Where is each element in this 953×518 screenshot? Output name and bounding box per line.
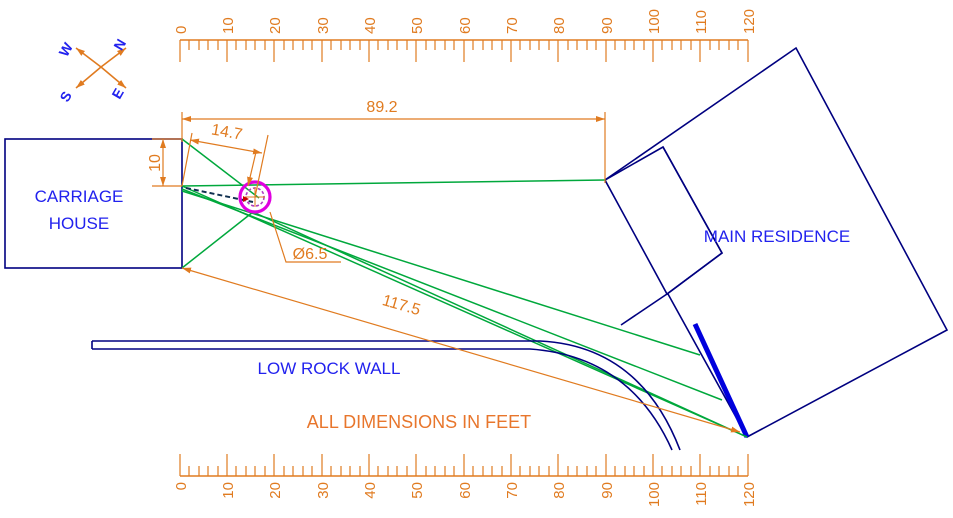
ruler-top-label-80: 80 <box>551 17 568 34</box>
ruler-bottom-label-70: 70 <box>504 482 521 499</box>
dim-14-7-label: 14.7 <box>210 121 244 143</box>
ruler-top-label-120: 120 <box>741 9 758 34</box>
ruler-top-label-50: 50 <box>409 17 426 34</box>
ruler-bottom-label-50: 50 <box>409 482 426 499</box>
ruler-bottom-ticks <box>179 454 749 476</box>
dimension-117-5: 117.5 <box>181 267 741 433</box>
ruler-top-label-0: 0 <box>173 26 190 34</box>
ruler-top: 0 10 20 30 40 50 60 70 80 90 100 110 120 <box>173 9 758 62</box>
low-rock-wall-line-upper[interactable] <box>92 340 681 451</box>
compass-rose: W N S E <box>55 36 129 104</box>
ruler-top-label-70: 70 <box>504 17 521 34</box>
dimension-diameter-6-5: Ø6.5 <box>269 211 341 263</box>
ruler-top-label-20: 20 <box>267 17 284 34</box>
dim-14-7-leader <box>247 151 257 187</box>
ruler-top-label-100: 100 <box>646 9 663 34</box>
dim-117-5-line <box>181 267 741 433</box>
sight-line-6 <box>181 211 254 269</box>
dim-117-5-label: 117.5 <box>380 292 422 319</box>
ruler-bottom-label-0: 0 <box>173 482 190 490</box>
ruler-bottom-labels: 0 10 20 30 40 50 60 70 80 90 100 110 120 <box>173 482 758 507</box>
ruler-bottom-label-40: 40 <box>362 482 379 499</box>
tree-canopy-icon[interactable] <box>238 180 272 214</box>
dim-6-5-label: Ø6.5 <box>293 246 328 263</box>
ruler-bottom-label-30: 30 <box>315 482 332 499</box>
compass-arrows-icon <box>75 47 127 89</box>
dimension-14-7: 14.7 <box>181 121 269 198</box>
dim-14-7-line <box>189 138 263 155</box>
dim-6-5-leader <box>269 211 341 263</box>
ruler-bottom-label-110: 110 <box>693 482 710 506</box>
dim-89-2-label: 89.2 <box>366 99 397 116</box>
compass-label-s: S <box>56 88 75 104</box>
dimension-10: 10 <box>147 138 182 187</box>
ruler-bottom-label-10: 10 <box>220 482 237 499</box>
carriage-house-outline[interactable] <box>4 138 183 269</box>
ruler-bottom: 0 10 20 30 40 50 60 70 80 90 100 110 120 <box>173 454 758 507</box>
ruler-bottom-label-80: 80 <box>551 482 568 499</box>
compass-label-w: W <box>55 39 76 59</box>
main-residence-label: MAIN RESIDENCE <box>704 227 850 246</box>
building-carriage-house[interactable]: CARRIAGE HOUSE <box>4 138 183 269</box>
ruler-top-label-40: 40 <box>362 17 379 34</box>
carriage-house-label-line1: CARRIAGE <box>35 187 124 206</box>
ruler-bottom-label-90: 90 <box>599 482 616 499</box>
drawing-note: ALL DIMENSIONS IN FEET <box>307 412 531 432</box>
compass-label-e: E <box>108 85 127 101</box>
dim-14-7-ext-right <box>254 134 269 198</box>
dim-10-label: 10 <box>147 154 164 172</box>
tree-pointer-icon <box>243 196 249 202</box>
ruler-top-label-60: 60 <box>457 17 474 34</box>
ruler-top-label-110: 110 <box>693 10 710 34</box>
ruler-top-ticks <box>179 40 749 62</box>
tree-marker[interactable] <box>238 180 272 214</box>
ruler-bottom-label-120: 120 <box>741 482 758 507</box>
carriage-house-label-line2: HOUSE <box>49 214 109 233</box>
dimension-89-2: 89.2 <box>181 99 606 183</box>
ruler-bottom-label-100: 100 <box>646 482 663 507</box>
ruler-top-labels: 0 10 20 30 40 50 60 70 80 90 100 110 120 <box>173 9 758 34</box>
sight-line-1 <box>181 138 260 199</box>
low-rock-wall-label: LOW ROCK WALL <box>258 359 401 378</box>
ruler-bottom-label-60: 60 <box>457 482 474 499</box>
ruler-top-label-30: 30 <box>315 17 332 34</box>
feature-low-rock-wall[interactable]: LOW ROCK WALL <box>91 340 681 451</box>
building-main-residence[interactable]: MAIN RESIDENCE <box>603 46 949 439</box>
compass-label-n: N <box>110 36 129 53</box>
ruler-bottom-label-20: 20 <box>267 482 284 499</box>
ruler-top-label-10: 10 <box>220 17 237 34</box>
ruler-top-label-90: 90 <box>599 17 616 34</box>
main-residence-wing-step <box>620 293 668 326</box>
